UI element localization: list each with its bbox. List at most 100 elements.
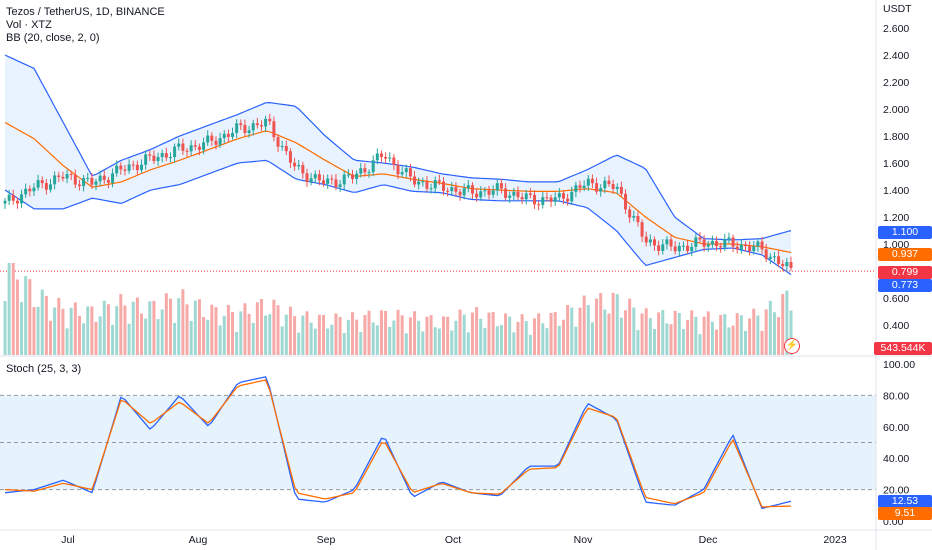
volume-bar [371,322,375,355]
bb-upper-line [4,54,792,241]
candle-body [24,188,28,195]
candle-body [537,204,541,206]
volume-bar [611,292,615,355]
volume-bar [533,318,537,355]
candle-body [702,239,706,247]
candle-body [686,245,690,252]
volume-bar [442,316,446,355]
volume-bar [487,312,491,355]
volume-bar [673,310,677,355]
volume-legend[interactable]: Vol · XTZ [6,19,52,31]
volume-bar [528,334,532,355]
candle-body [619,186,623,194]
volume-bar [231,312,235,355]
volume-bar [731,325,735,355]
candle-body [652,239,656,246]
stoch-legend[interactable]: Stoch (25, 3, 3) [6,363,82,375]
price-unit: USDT [883,3,912,15]
volume-bar [454,320,458,355]
volume-bar [255,302,259,355]
candle-body [549,197,553,202]
candle-body [640,222,644,237]
candle-body [785,262,789,267]
candle-body [301,165,305,174]
volume-bar [524,321,528,355]
volume-bar [355,319,359,355]
candle-body [61,176,65,179]
time-tick-label: Jul [61,534,74,546]
candle-body [86,177,90,179]
volume-bar [648,318,652,355]
volume-bar [77,315,81,355]
volume-bar [590,322,594,355]
stoch-d-line [4,379,792,508]
volume-bar [561,319,565,355]
candle-body [446,190,450,192]
volume-bar [90,306,94,355]
volume-bar [640,313,644,355]
volume-bar [408,317,412,355]
candle-body [218,138,222,145]
candle-body [280,145,284,147]
lightning-icon[interactable]: ⚡ [784,338,800,354]
candle-body [735,246,739,250]
price-tick-label: 2.200 [883,77,909,89]
candle-body [313,174,317,179]
volume-bar [98,316,102,355]
candle-body [644,236,648,243]
candle-body [512,191,516,196]
volume-bar [499,325,503,355]
candle-body [772,256,776,258]
volume-bar [710,321,714,355]
candle-body [541,197,545,205]
volume-bar [259,298,263,355]
volume-bar [94,321,98,355]
candle-body [346,174,350,176]
volume-bar [189,320,193,355]
candle-body [177,143,181,147]
candle-body [764,249,768,259]
candle-body [561,193,565,199]
candle-body [425,181,429,189]
volume-bar [293,316,297,355]
volume-bar [681,329,685,355]
candle-body [458,191,462,196]
price-tick-label: 2.400 [883,50,909,62]
candle-body [388,157,392,159]
candle-body [632,215,636,218]
bb-basis-tag: 0.937 [878,248,932,261]
candle-body [322,180,326,184]
symbol-title[interactable]: Tezos / TetherUS, 1D, BINANCE [6,6,165,18]
volume-bar [326,328,330,355]
candle-body [437,180,441,182]
stoch-tick-label: 40.00 [883,453,909,465]
volume-bar [578,307,582,355]
volume-bar [61,308,65,355]
volume-bar [168,298,172,355]
candle-body [181,143,185,151]
volume-bar [756,315,760,355]
volume-bar [218,325,222,355]
volume-bar [413,311,417,355]
candle-body [628,209,632,218]
volume-bar [417,320,421,355]
volume-bar [739,315,743,355]
price-tick-label: 1.400 [883,185,909,197]
volume-bar [570,307,574,355]
candle-body [231,133,235,137]
candle-body [781,263,785,267]
candle-body [624,193,628,210]
volume-bar [607,313,611,355]
volume-bar [264,315,268,355]
volume-bar [400,315,404,355]
volume-bar [491,312,495,355]
volume-bar [632,307,636,355]
volume-bar [752,308,756,355]
candle-body [15,200,19,204]
candle-body [57,175,61,177]
candle-body [160,153,164,158]
bb-legend[interactable]: BB (20, close, 2, 0) [6,32,100,44]
candle-body [28,188,32,192]
candle-body [429,188,433,190]
